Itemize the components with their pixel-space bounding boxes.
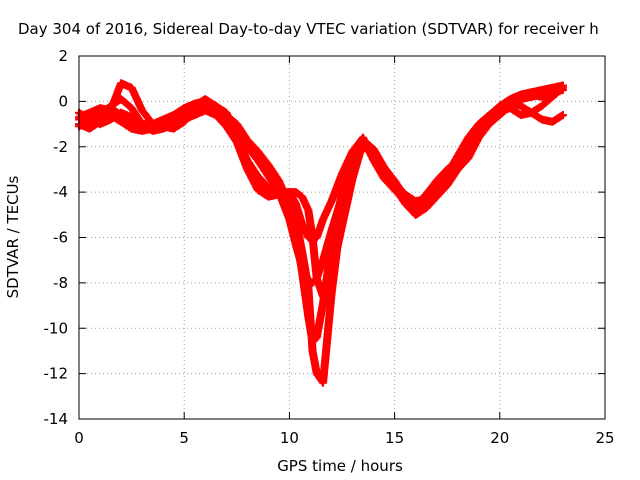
x-tick-label: 10	[280, 429, 299, 447]
x-axis-label: GPS time / hours	[277, 457, 403, 475]
x-tick-label: 15	[385, 429, 404, 447]
y-tick-label: -4	[53, 183, 68, 201]
x-tick-label: 5	[179, 429, 189, 447]
axis-ticks: 0 5 10 15 20 25 -14 -12 -10 -8 -6 -4 -2 0 2	[44, 47, 615, 447]
x-tick-label: 20	[490, 429, 509, 447]
series-trace	[76, 82, 566, 299]
y-tick-label: -6	[53, 229, 68, 247]
y-tick-label: -14	[44, 410, 69, 428]
y-tick-label: 0	[58, 92, 68, 110]
y-tick-label: -12	[44, 365, 69, 383]
y-tick-label: -10	[44, 319, 69, 337]
data-points	[75, 79, 567, 387]
y-tick-label: -8	[53, 274, 68, 292]
y-tick-label: -2	[53, 138, 68, 156]
chart-title: Day 304 of 2016, Sidereal Day-to-day VTE…	[18, 20, 599, 38]
x-tick-label: 25	[595, 429, 614, 447]
y-tick-label: 2	[58, 47, 68, 65]
x-tick-label: 0	[74, 429, 84, 447]
y-axis-label: SDTVAR / TECUs	[4, 175, 22, 298]
